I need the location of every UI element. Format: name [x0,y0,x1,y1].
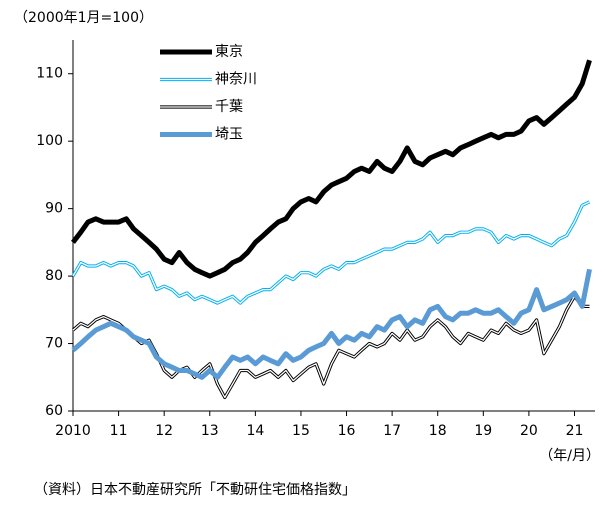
source-note: （資料）日本不動産研究所「不動研住宅価格指数」 [34,482,356,498]
x-axis-label: （年/月） [539,448,600,464]
series-line-inner [72,201,590,304]
legend-label: 千葉 [215,99,243,115]
x-tick-label: 21 [566,423,584,439]
y-tick-label: 80 [45,268,63,284]
legend-label: 東京 [215,44,243,60]
x-tick-label: 2010 [55,423,91,439]
x-tick-label: 11 [110,423,128,439]
x-tick-label: 19 [474,423,492,439]
series-line [71,200,591,305]
x-tick-label: 14 [246,423,264,439]
series-line [71,59,592,279]
series-line [71,268,592,380]
y-tick-label: 70 [45,336,63,352]
y-tick-label: 60 [45,403,63,419]
x-tick-label: 18 [429,423,447,439]
legend-label: 神奈川 [215,72,257,88]
legend-label: 埼玉 [215,127,243,143]
y-tick-label: 90 [45,201,63,217]
x-tick-label: 20 [520,423,538,439]
x-tick-label: 17 [383,423,401,439]
y-tick-label: 110 [36,66,63,82]
y-unit: （2000年1月=100） [14,10,153,26]
x-tick-label: 16 [338,423,356,439]
x-tick-label: 13 [201,423,219,439]
y-tick-label: 100 [36,133,63,149]
x-tick-label: 12 [155,423,173,439]
x-tick-label: 15 [292,423,310,439]
